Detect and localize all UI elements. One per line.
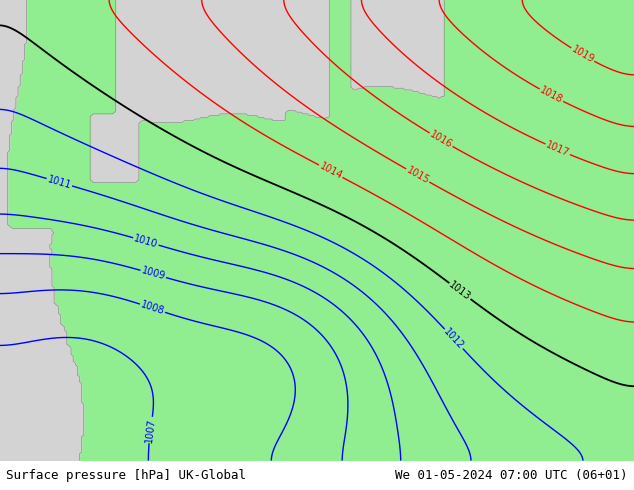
Text: 1009: 1009 [140, 266, 166, 282]
Text: 1014: 1014 [318, 161, 344, 181]
Text: We 01-05-2024 07:00 UTC (06+01): We 01-05-2024 07:00 UTC (06+01) [395, 469, 628, 482]
Text: Surface pressure [hPa] UK-Global: Surface pressure [hPa] UK-Global [6, 469, 247, 482]
Text: 1010: 1010 [133, 233, 159, 249]
Text: 1008: 1008 [139, 299, 165, 317]
Text: 1013: 1013 [447, 280, 473, 302]
Text: 1019: 1019 [569, 44, 596, 65]
Text: 1007: 1007 [144, 417, 157, 443]
Text: 1015: 1015 [404, 165, 431, 186]
Text: 1016: 1016 [428, 129, 454, 150]
Text: 1011: 1011 [46, 174, 72, 191]
Text: 1012: 1012 [442, 326, 466, 351]
Text: 1018: 1018 [538, 85, 564, 105]
Text: 1017: 1017 [545, 140, 571, 159]
